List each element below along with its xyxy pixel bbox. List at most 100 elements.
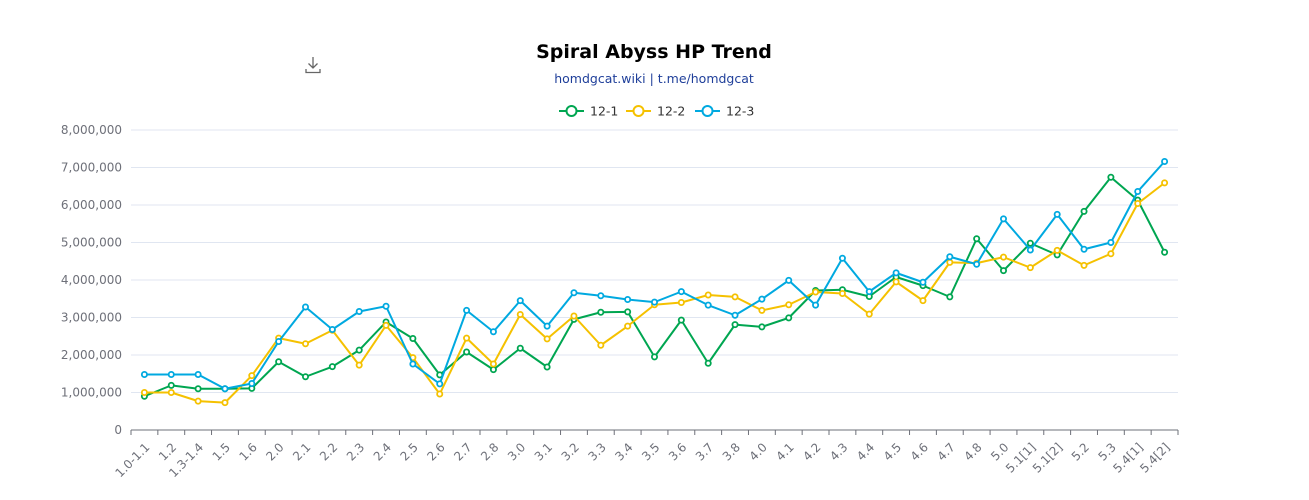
data-point[interactable]	[1161, 157, 1169, 165]
data-point[interactable]	[677, 316, 685, 324]
data-point[interactable]	[248, 379, 256, 387]
data-point[interactable]	[570, 312, 578, 320]
data-point[interactable]	[221, 385, 229, 393]
data-point[interactable]	[731, 321, 739, 329]
data-point[interactable]	[973, 235, 981, 243]
data-point[interactable]	[409, 334, 417, 342]
data-point[interactable]	[570, 289, 578, 297]
data-point[interactable]	[785, 301, 793, 309]
legend-item-12-3[interactable]: 12-3	[695, 104, 754, 119]
data-point[interactable]	[758, 306, 766, 314]
data-point[interactable]	[167, 370, 175, 378]
data-point[interactable]	[677, 288, 685, 296]
data-point[interactable]	[865, 288, 873, 296]
data-point[interactable]	[1161, 248, 1169, 256]
data-point[interactable]	[194, 385, 202, 393]
data-point[interactable]	[758, 323, 766, 331]
data-point[interactable]	[812, 288, 820, 296]
data-point[interactable]	[167, 388, 175, 396]
data-point[interactable]	[516, 310, 524, 318]
data-point[interactable]	[1107, 250, 1115, 258]
data-point[interactable]	[463, 348, 471, 356]
data-point[interactable]	[382, 321, 390, 329]
data-point[interactable]	[543, 335, 551, 343]
data-point[interactable]	[919, 278, 927, 286]
data-point[interactable]	[489, 360, 497, 368]
data-point[interactable]	[194, 397, 202, 405]
legend-item-12-2[interactable]: 12-2	[626, 104, 685, 119]
data-point[interactable]	[463, 306, 471, 314]
data-point[interactable]	[248, 372, 256, 380]
data-point[interactable]	[892, 269, 900, 277]
data-point[interactable]	[624, 295, 632, 303]
data-point[interactable]	[1026, 239, 1034, 247]
legend-item-12-1[interactable]: 12-1	[559, 104, 618, 119]
data-point[interactable]	[1134, 199, 1142, 207]
data-point[interactable]	[1080, 245, 1088, 253]
data-point[interactable]	[1107, 238, 1115, 246]
data-point[interactable]	[1107, 173, 1115, 181]
data-point[interactable]	[704, 359, 712, 367]
data-point[interactable]	[624, 322, 632, 330]
data-point[interactable]	[355, 346, 363, 354]
data-point[interactable]	[785, 276, 793, 284]
data-point[interactable]	[651, 353, 659, 361]
data-point[interactable]	[1026, 246, 1034, 254]
data-point[interactable]	[543, 363, 551, 371]
data-point[interactable]	[946, 258, 954, 266]
data-point[interactable]	[301, 303, 309, 311]
data-point[interactable]	[597, 292, 605, 300]
data-point[interactable]	[758, 295, 766, 303]
chart-subtitle[interactable]: homdgcat.wiki | t.me/homdgcat	[554, 71, 754, 86]
data-point[interactable]	[1053, 246, 1061, 254]
data-point[interactable]	[328, 325, 336, 333]
data-point[interactable]	[1134, 187, 1142, 195]
data-point[interactable]	[946, 293, 954, 301]
data-point[interactable]	[1080, 261, 1088, 269]
data-point[interactable]	[436, 380, 444, 388]
download-button[interactable]	[305, 57, 321, 74]
data-point[interactable]	[489, 328, 497, 336]
data-point[interactable]	[436, 390, 444, 398]
data-point[interactable]	[1053, 210, 1061, 218]
data-point[interactable]	[463, 334, 471, 342]
data-point[interactable]	[355, 307, 363, 315]
data-point[interactable]	[597, 308, 605, 316]
data-point[interactable]	[301, 340, 309, 348]
data-point[interactable]	[194, 370, 202, 378]
data-point[interactable]	[704, 301, 712, 309]
data-point[interactable]	[355, 361, 363, 369]
data-point[interactable]	[1000, 267, 1008, 275]
data-point[interactable]	[140, 370, 148, 378]
data-point[interactable]	[624, 308, 632, 316]
data-point[interactable]	[167, 381, 175, 389]
data-point[interactable]	[275, 358, 283, 366]
data-point[interactable]	[919, 297, 927, 305]
data-point[interactable]	[704, 291, 712, 299]
data-point[interactable]	[946, 253, 954, 261]
data-point[interactable]	[1026, 264, 1034, 272]
data-point[interactable]	[973, 260, 981, 268]
data-point[interactable]	[677, 298, 685, 306]
data-point[interactable]	[301, 373, 309, 381]
data-point[interactable]	[1000, 215, 1008, 223]
data-point[interactable]	[731, 293, 739, 301]
data-point[interactable]	[221, 399, 229, 407]
data-point[interactable]	[1000, 253, 1008, 261]
data-point[interactable]	[597, 341, 605, 349]
data-point[interactable]	[516, 297, 524, 305]
data-point[interactable]	[543, 322, 551, 330]
data-point[interactable]	[838, 254, 846, 262]
data-point[interactable]	[382, 302, 390, 310]
data-point[interactable]	[731, 311, 739, 319]
data-point[interactable]	[1080, 207, 1088, 215]
data-point[interactable]	[865, 310, 873, 318]
data-point[interactable]	[892, 278, 900, 286]
data-point[interactable]	[328, 363, 336, 371]
data-point[interactable]	[812, 301, 820, 309]
data-point[interactable]	[838, 289, 846, 297]
data-point[interactable]	[489, 366, 497, 374]
data-point[interactable]	[409, 360, 417, 368]
data-point[interactable]	[1161, 179, 1169, 187]
data-point[interactable]	[275, 337, 283, 345]
